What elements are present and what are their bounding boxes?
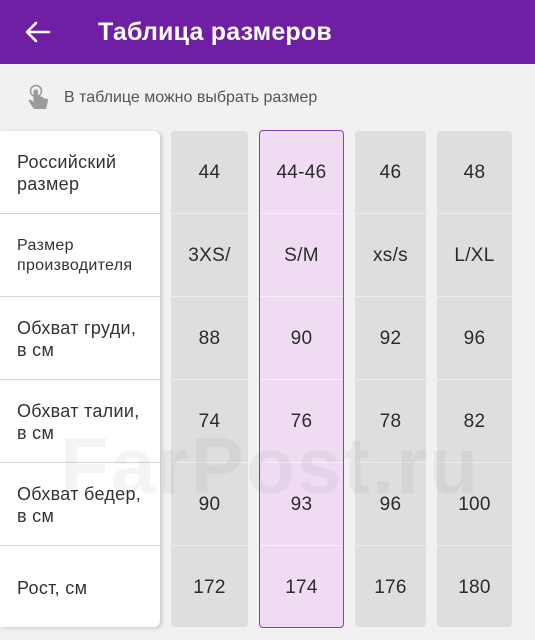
size-cell: 176 xyxy=(374,576,407,598)
size-cell: 44 xyxy=(171,131,248,214)
row-label: Обхват талии, в см xyxy=(0,380,160,463)
row-label: Обхват бедер, в см xyxy=(0,463,160,546)
page-title: Таблица размеров xyxy=(98,17,332,46)
tap-hand-icon xyxy=(28,84,48,109)
size-cell: 44-46 xyxy=(260,131,343,214)
app-bar: Таблица размеров xyxy=(0,0,535,64)
size-cell: 3XS/ xyxy=(171,214,248,297)
size-cell: 78 xyxy=(355,380,426,463)
size-column-46[interactable]: 46 xs/s 92 78 96 176 xyxy=(355,131,426,627)
size-cell: 92 xyxy=(355,297,426,380)
size-cell: 82 xyxy=(437,380,512,463)
size-cell: xs/s xyxy=(355,214,426,297)
size-cell: 172 xyxy=(193,576,226,598)
row-labels-card: Российский размер Размер производителя О… xyxy=(0,131,160,627)
size-cell: 180 xyxy=(458,576,491,598)
row-label: Обхват груди, в см xyxy=(0,297,160,380)
arrow-left-icon xyxy=(25,21,51,43)
back-button[interactable] xyxy=(0,0,76,64)
size-cell: 74 xyxy=(171,380,248,463)
row-label: Российский размер xyxy=(0,131,160,214)
row-label-text: Обхват груди, в см xyxy=(17,317,137,360)
size-cell: 96 xyxy=(355,463,426,546)
size-column-44[interactable]: 44 3XS/ 88 74 90 172 xyxy=(171,131,248,627)
size-cell: 90 xyxy=(171,463,248,546)
row-label-text: Рост, см xyxy=(17,577,88,598)
size-cell: 93 xyxy=(260,463,343,546)
hint-text: В таблице можно выбрать размер xyxy=(64,89,318,106)
size-cell: 90 xyxy=(260,297,343,380)
size-cell: 174 xyxy=(285,576,318,598)
size-cell: L/XL xyxy=(437,214,512,297)
size-cell: 100 xyxy=(437,463,512,546)
hint-bar: В таблице можно выбрать размер xyxy=(0,64,535,132)
row-label-text: Обхват бедер, в см xyxy=(17,483,142,526)
size-column-44-46-selected[interactable]: 44-46 S/M 90 76 93 174 xyxy=(259,130,344,628)
size-cell: 46 xyxy=(355,131,426,214)
size-cell: 88 xyxy=(171,297,248,380)
row-label-text: Размер производителя xyxy=(17,236,133,274)
size-cell: 76 xyxy=(260,380,343,463)
row-label: Размер производителя xyxy=(0,214,160,297)
size-cell: S/M xyxy=(260,214,343,297)
size-cell: 48 xyxy=(437,131,512,214)
row-label-text: Российский размер xyxy=(17,151,117,194)
size-column-48[interactable]: 48 L/XL 96 82 100 180 xyxy=(437,131,512,627)
size-cell: 96 xyxy=(437,297,512,380)
row-label-text: Обхват талии, в см xyxy=(17,400,140,443)
row-label: Рост, см xyxy=(0,546,160,629)
